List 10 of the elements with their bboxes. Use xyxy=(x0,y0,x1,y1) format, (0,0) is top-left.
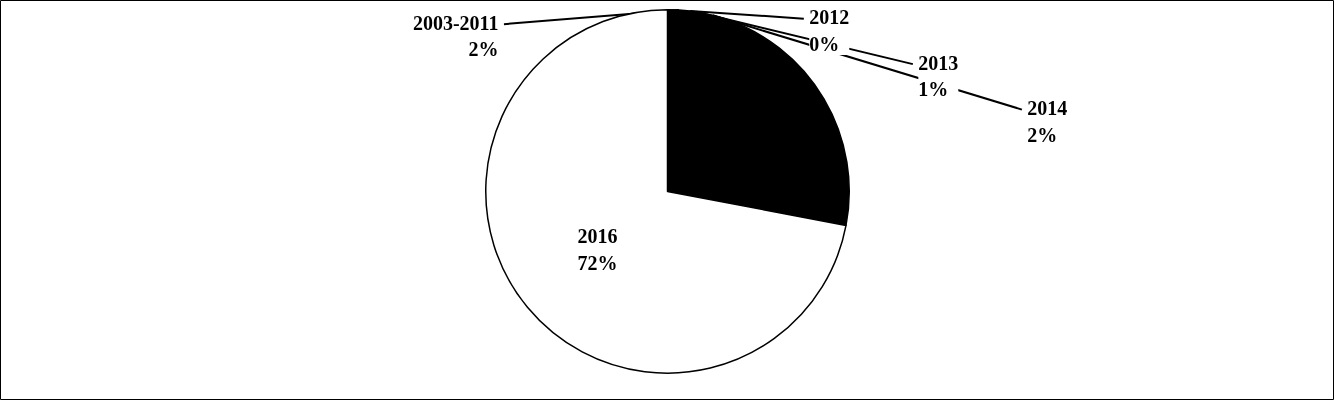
text: 0% xyxy=(809,32,840,55)
slice-label: 2003-2011 xyxy=(412,11,499,34)
data-label: 72% xyxy=(577,251,618,274)
data-label: 1% xyxy=(918,78,949,101)
slice-label: 2013 xyxy=(918,51,959,74)
slice-label: 2014 xyxy=(1027,97,1068,120)
data-label: 2% xyxy=(1027,123,1058,146)
data-label: 2% xyxy=(468,38,499,61)
category-label: 2012 xyxy=(809,6,850,29)
slice-label: 2016 xyxy=(577,225,618,248)
